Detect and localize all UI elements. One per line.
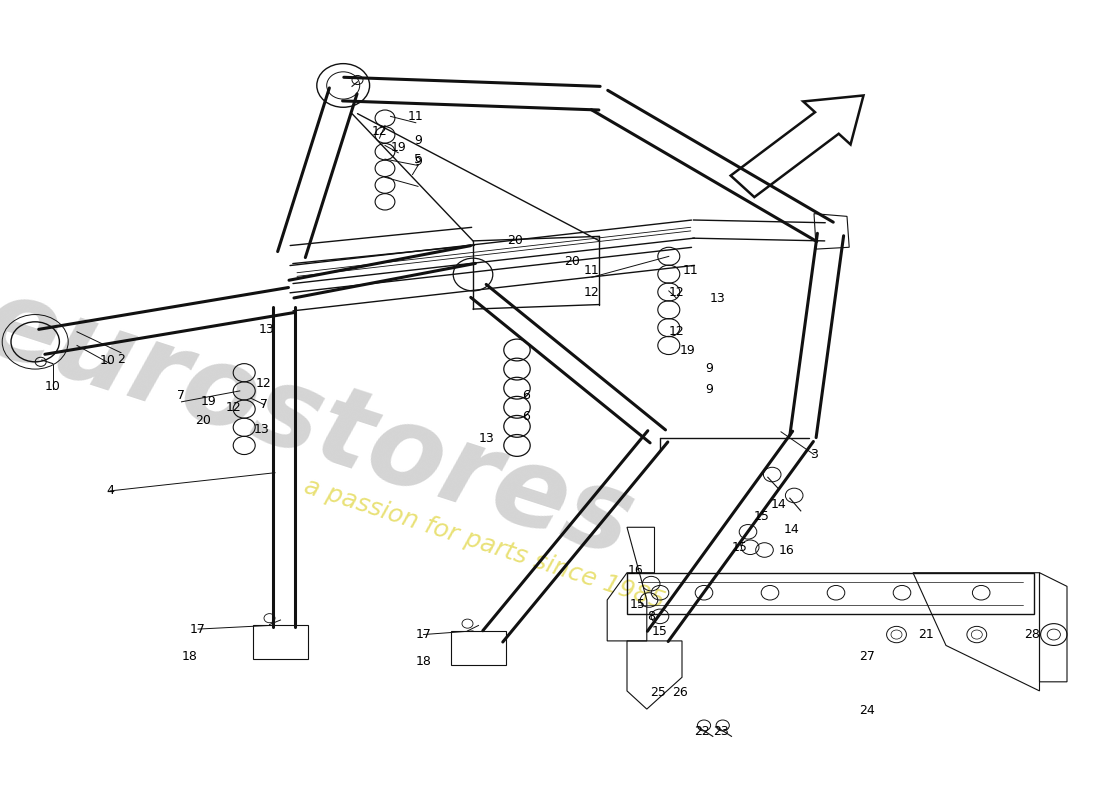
Text: 21: 21 — [918, 628, 934, 641]
Text: 19: 19 — [390, 141, 406, 154]
Text: 7: 7 — [260, 398, 268, 411]
Text: 3: 3 — [810, 448, 818, 461]
Text: 17: 17 — [190, 622, 206, 635]
Text: 6: 6 — [521, 389, 530, 402]
Text: 18: 18 — [182, 650, 197, 663]
Text: 7: 7 — [177, 389, 186, 402]
Text: 9: 9 — [414, 155, 422, 168]
Text: 10: 10 — [100, 354, 116, 367]
Text: 14: 14 — [771, 498, 786, 511]
Text: 13: 13 — [478, 432, 494, 445]
Text: 13: 13 — [710, 292, 725, 305]
Text: 25: 25 — [650, 686, 666, 699]
Text: 15: 15 — [630, 598, 646, 611]
Text: 15: 15 — [754, 510, 769, 523]
Text: 27: 27 — [859, 650, 874, 663]
Text: 9: 9 — [705, 382, 714, 395]
Text: 13: 13 — [254, 422, 270, 435]
Text: 15: 15 — [732, 541, 747, 554]
Text: 13: 13 — [258, 322, 274, 335]
Text: 18: 18 — [416, 655, 431, 668]
Text: 12: 12 — [584, 286, 600, 299]
Text: 16: 16 — [779, 543, 794, 557]
Text: 19: 19 — [680, 343, 695, 357]
Text: 28: 28 — [1024, 628, 1040, 641]
Text: 8: 8 — [647, 610, 656, 623]
Bar — [451, 631, 506, 666]
Text: 12: 12 — [256, 377, 272, 390]
Text: 5: 5 — [414, 153, 422, 166]
Text: 23: 23 — [713, 726, 728, 738]
Text: 17: 17 — [416, 628, 431, 641]
Text: 16: 16 — [628, 565, 643, 578]
Text: 4: 4 — [106, 485, 114, 498]
Text: eurostores: eurostores — [0, 269, 647, 579]
Bar — [253, 625, 308, 659]
Text: 9: 9 — [414, 134, 422, 147]
Text: 20: 20 — [196, 414, 211, 426]
Text: 26: 26 — [672, 686, 688, 699]
Text: 14: 14 — [784, 522, 800, 535]
Text: a passion for parts since 1985: a passion for parts since 1985 — [300, 474, 668, 614]
Text: 11: 11 — [683, 265, 698, 278]
Text: 9: 9 — [705, 362, 714, 374]
Text: 12: 12 — [372, 126, 387, 138]
Text: 15: 15 — [652, 626, 668, 638]
Text: 6: 6 — [521, 410, 530, 423]
Text: 12: 12 — [226, 401, 241, 414]
Text: 20: 20 — [564, 255, 580, 268]
Text: 2: 2 — [117, 353, 125, 366]
Text: 11: 11 — [408, 110, 424, 123]
Text: 12: 12 — [669, 326, 684, 338]
Text: 19: 19 — [201, 395, 217, 408]
Text: 20: 20 — [507, 234, 522, 247]
Text: 24: 24 — [859, 705, 874, 718]
Text: 11: 11 — [584, 265, 600, 278]
Text: 12: 12 — [669, 286, 684, 299]
Text: 22: 22 — [694, 726, 710, 738]
Text: 10: 10 — [45, 380, 60, 393]
